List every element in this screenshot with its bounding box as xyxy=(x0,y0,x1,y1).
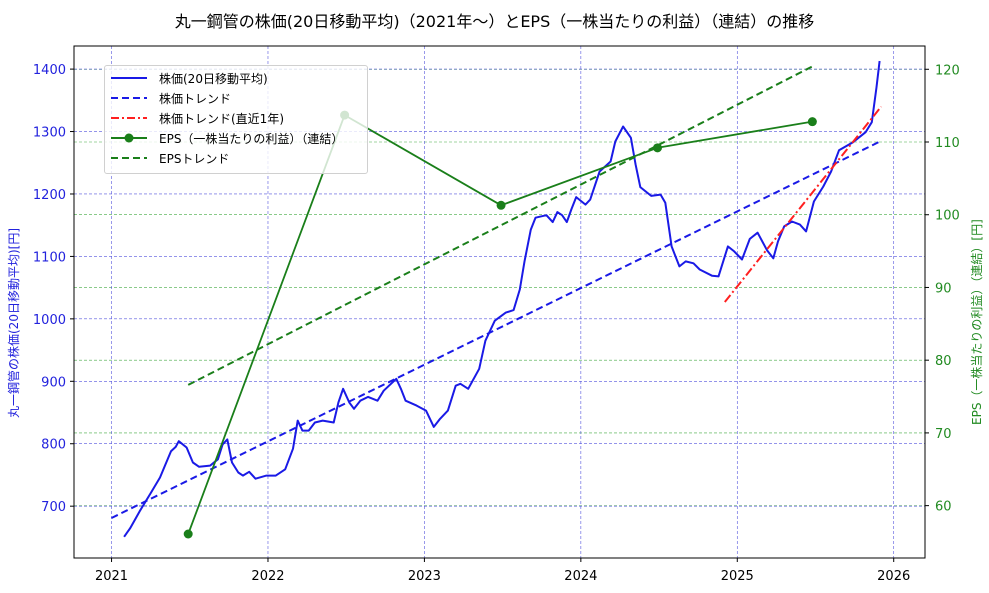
svg-text:700: 700 xyxy=(41,500,66,515)
series-2 xyxy=(724,105,882,303)
svg-text:2021: 2021 xyxy=(95,569,128,584)
dashdot-line-icon xyxy=(111,117,147,119)
svg-text:70: 70 xyxy=(935,427,952,442)
svg-text:2025: 2025 xyxy=(721,569,754,584)
svg-text:1000: 1000 xyxy=(33,313,66,328)
left-y-axis: 700 800 900 1000 1100 1200 1300 1400 xyxy=(33,63,74,515)
legend-label: EPS（一株当たりの利益）（連結） xyxy=(159,131,344,146)
left-axis-label: 丸一鋼管の株価(20日移動平均)[円] xyxy=(7,228,21,418)
svg-text:110: 110 xyxy=(935,136,960,151)
legend-item-eps: EPS（一株当たりの利益）（連結） xyxy=(111,128,343,148)
svg-text:800: 800 xyxy=(41,438,66,453)
solid-line-icon xyxy=(111,77,147,79)
plot-frame xyxy=(73,45,926,559)
series-0 xyxy=(123,60,881,538)
chart-title: 丸一鋼管の株価(20日移動平均)（2021年〜）とEPS（一株当たりの利益）（連… xyxy=(174,12,815,31)
dashed-line-icon xyxy=(111,97,147,99)
svg-text:2022: 2022 xyxy=(251,569,284,584)
svg-text:1400: 1400 xyxy=(33,63,66,78)
svg-text:120: 120 xyxy=(935,63,960,78)
svg-text:1200: 1200 xyxy=(33,188,66,203)
eps-marker xyxy=(652,143,662,153)
svg-text:80: 80 xyxy=(935,354,952,369)
svg-text:1100: 1100 xyxy=(33,250,66,265)
x-axis: 2021 2022 2023 2024 2025 2026 xyxy=(95,558,910,584)
eps-marker xyxy=(807,117,817,127)
series-1 xyxy=(111,140,882,519)
svg-text:90: 90 xyxy=(935,281,952,296)
legend-item-price-trend: 株価トレンド xyxy=(111,88,231,108)
eps-marker xyxy=(496,200,506,210)
right-y-axis: 60 70 80 90 100 110 120 xyxy=(925,63,960,515)
line-marker-icon xyxy=(111,133,147,143)
dashed-line-icon xyxy=(111,157,147,159)
legend: 株価(20日移動平均) 株価トレンド 株価トレンド(直近1年) EPS（一株当た… xyxy=(104,65,368,174)
legend-item-price-trend-recent: 株価トレンド(直近1年) xyxy=(111,108,284,128)
legend-label: 株価トレンド xyxy=(159,91,232,106)
svg-text:900: 900 xyxy=(41,375,66,390)
right-axis-label: EPS（一株当たりの利益）（連結）[円] xyxy=(970,219,984,425)
legend-item-eps-trend: EPSトレンド xyxy=(111,148,229,168)
svg-text:1300: 1300 xyxy=(33,126,66,141)
legend-label: 株価(20日移動平均) xyxy=(159,71,268,86)
legend-label: 株価トレンド(直近1年) xyxy=(159,111,284,126)
legend-label: EPSトレンド xyxy=(159,151,230,166)
svg-text:2023: 2023 xyxy=(408,569,441,584)
series-4 xyxy=(187,65,813,386)
svg-text:60: 60 xyxy=(935,500,952,515)
svg-text:100: 100 xyxy=(935,209,960,224)
eps-marker xyxy=(183,529,193,539)
svg-text:2026: 2026 xyxy=(877,569,910,584)
legend-item-price: 株価(20日移動平均) xyxy=(111,68,268,88)
svg-text:2024: 2024 xyxy=(564,569,597,584)
